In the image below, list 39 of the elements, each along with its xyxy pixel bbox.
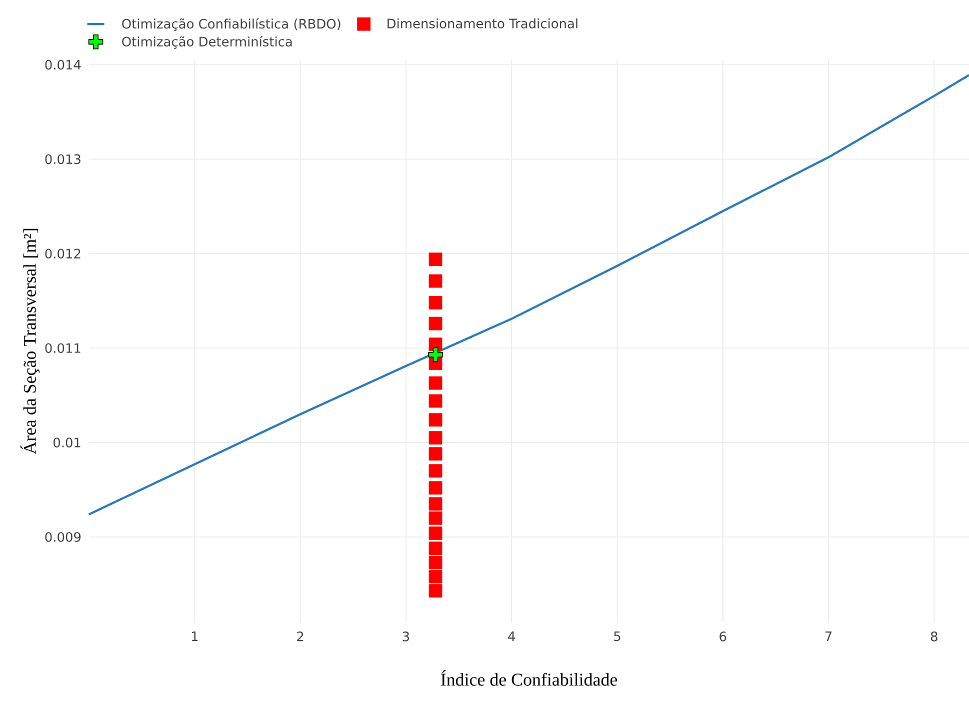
point bbox=[428, 481, 442, 495]
x-tick-label: 5 bbox=[614, 632, 620, 642]
x-axis-title: Índice de Confiabilidade bbox=[441, 670, 618, 686]
point bbox=[428, 413, 442, 427]
x-tick-label: 4 bbox=[508, 632, 515, 641]
point bbox=[428, 511, 442, 525]
legend-label: Dimensionamento Tradicional bbox=[388, 18, 578, 28]
point bbox=[428, 316, 442, 330]
x-tick-label: 7 bbox=[825, 632, 832, 641]
point bbox=[428, 252, 442, 266]
point bbox=[428, 296, 442, 310]
x-tick-label: 2 bbox=[297, 632, 304, 642]
y-tick-label: 0.012 bbox=[45, 248, 80, 259]
point bbox=[428, 376, 442, 390]
x-tick-label: 3 bbox=[402, 632, 410, 642]
point bbox=[428, 497, 442, 511]
legend-label: Otimização Confiabilística (RBDO) bbox=[122, 18, 340, 31]
x-tick-label: 8 bbox=[930, 632, 938, 642]
y-tick-label: 0.013 bbox=[45, 154, 80, 164]
point bbox=[428, 447, 442, 461]
line-series bbox=[88, 74, 969, 516]
y-axis-title: Área da Seção Transversal [m²] bbox=[20, 228, 40, 454]
point bbox=[428, 526, 442, 540]
point bbox=[428, 570, 442, 584]
point bbox=[428, 431, 442, 445]
point bbox=[428, 274, 442, 288]
y-tick-label: 0.01 bbox=[54, 438, 80, 448]
x-tick-label: 6 bbox=[720, 632, 726, 642]
legend-label: Otimização Determinística bbox=[122, 36, 292, 49]
point bbox=[428, 394, 442, 408]
y-tick-label: 0.009 bbox=[45, 532, 81, 542]
point bbox=[428, 542, 442, 556]
y-tick-label: 0.014 bbox=[45, 60, 81, 70]
point bbox=[428, 556, 442, 570]
y-tick-label: 0.011 bbox=[45, 343, 80, 353]
point bbox=[428, 584, 442, 598]
point bbox=[428, 347, 443, 362]
point bbox=[428, 464, 442, 478]
x-tick-label: 1 bbox=[192, 632, 198, 641]
